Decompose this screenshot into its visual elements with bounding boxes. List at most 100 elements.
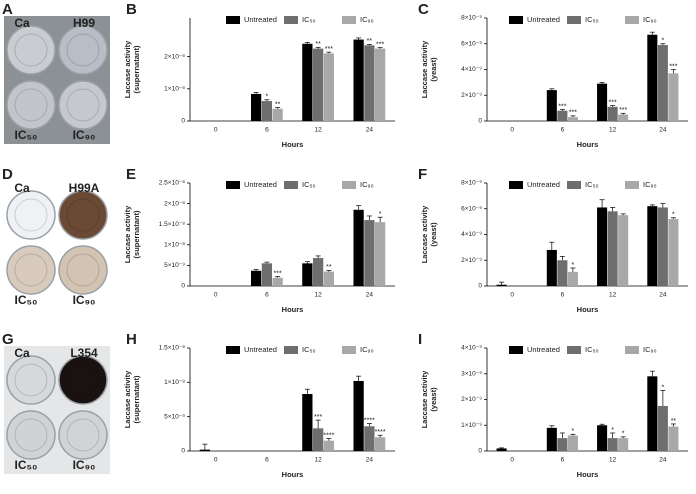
legend-label: Untreated [527,345,560,354]
bar [302,43,313,121]
legend-swatch [342,181,356,189]
y-tick-label: 8×10⁻⁹ [461,15,482,22]
bar [668,426,679,451]
bar [364,426,375,451]
bar [567,435,578,451]
significance-label: **** [323,432,334,439]
bar [272,108,283,121]
well-label: IC₅₀ [15,128,38,142]
bar [353,380,364,451]
x-tick-label: 6 [265,457,269,464]
x-tick-label: 6 [561,457,565,464]
bar [250,270,262,286]
legend-swatch [284,346,298,354]
x-axis-label: Hours [282,140,304,149]
bar [557,110,568,121]
legend-label: IC₉₀ [643,180,657,189]
panel-letter: I [418,331,422,348]
bar [375,48,386,121]
legend-swatch [509,16,523,24]
x-tick-label: 12 [315,127,323,134]
x-tick-label: 0 [510,292,514,299]
y-tick-label: 2×10⁻⁸ [164,200,185,207]
legend-swatch [625,181,639,189]
legend-swatch [567,346,581,354]
significance-label: ** [275,101,281,108]
x-tick-label: 0 [214,457,218,464]
y-tick-label: 0 [181,448,185,455]
y-tick-label: 6×10⁻⁹ [461,205,482,212]
y-tick-label: 2.5×10⁻⁸ [159,180,185,187]
significance-label: ** [671,418,677,425]
legend-label: IC₅₀ [585,15,599,24]
panel-letter: B [126,1,137,18]
significance-label: ** [326,264,332,271]
bar [496,448,507,451]
well-inner [14,88,48,122]
significance-label: **** [364,417,375,424]
x-tick-label: 0 [510,457,514,464]
well-inner [66,253,100,287]
x-axis-label: Hours [577,140,599,149]
x-tick-label: 0 [510,127,514,134]
significance-label: * [662,38,665,45]
significance-label: * [622,431,625,438]
legend-label: IC₅₀ [302,345,316,354]
bar [657,45,668,121]
well-inner [14,363,48,397]
bar [618,114,629,121]
legend-label: IC₉₀ [643,345,657,354]
legend-label: IC₅₀ [585,180,599,189]
bar [364,45,375,121]
x-axis-label: Hours [282,305,304,314]
y-tick-label: 5×10⁻⁹ [164,262,185,269]
x-tick-label: 24 [659,292,667,299]
x-tick-label: 24 [659,127,667,134]
bar [546,249,557,286]
bar [567,117,578,121]
legend-label: IC₅₀ [585,345,599,354]
x-axis-label: Hours [577,470,599,479]
legend-label: Untreated [244,345,277,354]
x-tick-label: 6 [561,127,565,134]
y-tick-label: 2×10⁻⁸ [164,53,185,60]
legend-swatch [342,346,356,354]
bar [272,277,283,286]
bar [657,207,668,286]
bar [353,209,364,286]
y-axis-label: Laccase activity [123,370,132,428]
bar [302,394,313,451]
y-tick-label: 1×10⁻⁸ [164,242,185,249]
bar [657,405,668,451]
legend-label: IC₉₀ [360,15,374,24]
bar [496,284,507,286]
x-tick-label: 24 [366,457,374,464]
significance-label: *** [376,41,384,48]
significance-label: *** [274,270,282,277]
bar [607,211,618,286]
well-label: IC₉₀ [73,293,96,307]
bar [199,449,210,451]
significance-label: * [662,384,665,391]
panel-letter: H [126,331,137,348]
y-axis-label: Laccase activity [123,205,132,263]
panel-letter: G [2,331,14,348]
well-label: Ca [14,16,30,30]
x-tick-label: 12 [609,127,617,134]
y-axis-label: (supernatant) [132,45,141,93]
significance-label: ** [367,38,373,45]
bar [323,53,335,121]
well-label: IC₉₀ [73,128,96,142]
y-axis-label: (yeast) [429,222,438,247]
y-axis-label: Laccase activity [420,205,429,263]
bar [597,425,608,451]
bar [546,427,557,451]
legend-label: Untreated [527,180,560,189]
y-tick-label: 6×10⁻⁹ [461,40,482,47]
legend-label: IC₉₀ [360,345,374,354]
well-label: Ca [14,346,30,360]
bar [597,83,608,121]
x-tick-label: 6 [265,292,269,299]
significance-label: *** [314,414,322,421]
